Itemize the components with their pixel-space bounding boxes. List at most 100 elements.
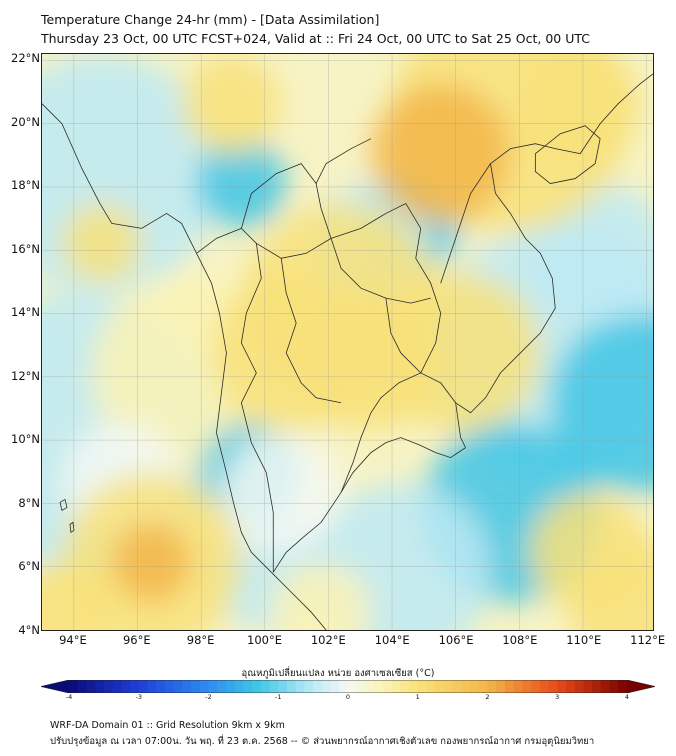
colorbar-tick-label: -2 (205, 693, 212, 701)
longitude-tick-label: 110°E (566, 633, 602, 647)
colorbar-cell (426, 680, 436, 693)
colorbar-cell (609, 680, 619, 693)
longitude-tick-label: 112°E (630, 633, 666, 647)
colorbar-tick-label: 4 (624, 693, 630, 701)
field-blob (570, 542, 653, 630)
colorbar-cell (435, 680, 445, 693)
colorbar-cell (295, 680, 305, 693)
colorbar-cell (400, 680, 410, 693)
latitude-tick-label: 4°N (18, 623, 40, 637)
model-info: WRF-DA Domain 01 :: Grid Resolution 9km … (50, 720, 285, 731)
coastline-borders (42, 73, 653, 630)
colorbar-cell (130, 680, 140, 693)
colorbar-cell (260, 680, 271, 693)
colorbar-cell (522, 680, 532, 693)
field-blob (61, 203, 142, 284)
credit-line: ปรับปรุงข้อมูล ณ เวลา 07:00น. วัน พฤ. ที… (50, 736, 595, 747)
colorbar-cell (382, 680, 393, 693)
field-blob (211, 273, 371, 433)
colorbar-cell (121, 680, 131, 693)
colorbar-cell (217, 680, 227, 693)
colorbar-cell (478, 680, 488, 693)
colorbar-tick-label: 2 (485, 693, 490, 701)
colorbar-cell (565, 680, 576, 693)
colorbar-cell (417, 680, 427, 693)
colorbar-cell (504, 680, 515, 693)
colorbar-cell (600, 680, 611, 693)
colorbar-cell (278, 680, 288, 693)
colorbar-cell (182, 680, 192, 693)
colorbar-cell (164, 680, 175, 693)
field-blob (520, 54, 640, 164)
temperature-change-map (41, 53, 654, 631)
colorbar-cell (252, 680, 262, 693)
colorbar-tick-label: 3 (555, 693, 560, 701)
colorbar-cell (313, 680, 323, 693)
colorbar-label: อุณหภูมิเปลี่ยนแปลง หน่วย องศาเซลเซียส (… (241, 668, 435, 679)
colorbar-cell (208, 680, 218, 693)
colorbar-cell (574, 680, 584, 693)
longitude-tick-label: 94°E (59, 633, 87, 647)
colorbar-cell (548, 680, 558, 693)
longitude-tick-label: 106°E (438, 633, 474, 647)
latitude-tick-label: 6°N (18, 559, 40, 574)
colorbar-cell (557, 680, 567, 693)
colorbar-cell (592, 680, 602, 693)
field-blob (111, 522, 192, 603)
latitude-tick-label: 10°N (11, 432, 40, 447)
field-blob (271, 562, 371, 630)
colorbar-cell (199, 680, 209, 693)
colorbar-cell (539, 680, 550, 693)
latitude-tick-label: 16°N (11, 241, 40, 256)
colorbar-cell (112, 680, 122, 693)
colorbar-cell (321, 680, 332, 693)
latitude-tick-label: 22°N (11, 51, 40, 66)
field-blob (181, 54, 282, 154)
colorbar-cell (330, 680, 340, 693)
field-blob (370, 83, 511, 224)
colorbar (41, 680, 655, 693)
colorbar-tick-label: -1 (275, 693, 282, 701)
colorbar-cell (286, 680, 297, 693)
colorbar-tick-label: 1 (415, 693, 420, 701)
colorbar-cell (443, 680, 454, 693)
latitude-tick-label: 20°N (11, 114, 40, 129)
colorbar-cell (452, 680, 462, 693)
colorbar-cell (156, 680, 166, 693)
colorbar-tick-label: -3 (135, 693, 142, 701)
longitude-tick-label: 96°E (122, 633, 151, 647)
longitude-tick-label: 104°E (374, 633, 410, 647)
colorbar-cell (173, 680, 183, 693)
colorbar-cell (243, 680, 253, 693)
colorbar-cell (147, 680, 157, 693)
longitude-tick-label: 102°E (310, 633, 346, 647)
colorbar-cell (391, 680, 401, 693)
colorbar-cell (374, 680, 384, 693)
temperature-field (42, 54, 653, 630)
colorbar-cell (618, 680, 628, 693)
field-blob (550, 313, 653, 493)
map-title: Temperature Change 24-hr (mm) - [Data As… (41, 12, 380, 27)
colorbar-tick-label: 0 (345, 693, 351, 701)
colorbar-cell (583, 680, 593, 693)
colorbar-cell (461, 680, 471, 693)
field-blob (196, 138, 287, 229)
colorbar-cell (69, 680, 79, 693)
map-subtitle: Thursday 23 Oct, 00 UTC FCST+024, Valid … (41, 31, 590, 46)
colorbar-cell (496, 680, 506, 693)
colorbar-min-arrow (41, 680, 69, 693)
colorbar-cell (531, 680, 541, 693)
colorbar-cell (86, 680, 96, 693)
latitude-tick-label: 12°N (11, 368, 40, 383)
colorbar-cell (409, 680, 419, 693)
latitude-tick-label: 8°N (18, 495, 40, 510)
colorbar-cell (513, 680, 523, 693)
colorbar-cell (470, 680, 480, 693)
colorbar-cell (191, 680, 201, 693)
colorbar-cell (304, 680, 314, 693)
colorbar-cell (225, 680, 236, 693)
colorbar-cell (138, 680, 148, 693)
colorbar-cell (487, 680, 497, 693)
colorbar-tick-label: -4 (65, 693, 73, 701)
latitude-tick-label: 14°N (11, 305, 40, 320)
